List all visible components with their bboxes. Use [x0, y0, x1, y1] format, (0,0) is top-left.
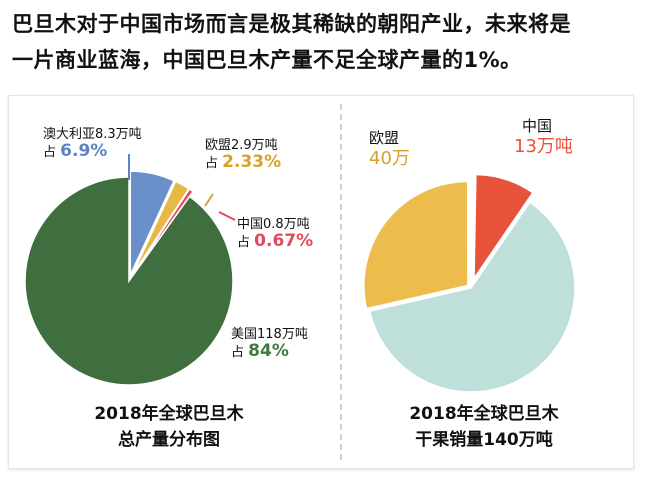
- label-australia: 澳大利亚8.3万吨 占 6.9%: [43, 126, 142, 161]
- label-eu: 欧盟2.9万吨 占 2.33%: [205, 137, 281, 172]
- slice-china-sales: [473, 173, 534, 281]
- right-caption-line-2: 干果销量140万吨: [415, 430, 553, 450]
- label-china-sales-value: 13万吨: [514, 136, 573, 157]
- headline-line-1: 巴旦木对于中国市场而言是极其稀缺的朝阳产业，未来将是: [12, 12, 571, 36]
- chart-panel: 澳大利亚8.3万吨 占 6.9% 欧盟2.9万吨 占 2.33% 中国0.8万吨…: [8, 95, 634, 469]
- left-caption-line-1: 2018年全球巴旦木: [94, 404, 244, 424]
- label-eu-sales-name: 欧盟: [369, 129, 400, 147]
- label-australia-name: 澳大利亚8.3万吨: [43, 127, 142, 142]
- label-china-name: 中国0.8万吨: [237, 217, 310, 232]
- panel-divider: [340, 104, 342, 460]
- label-australia-prefix: 占: [43, 145, 57, 160]
- headline: 巴旦木对于中国市场而言是极其稀缺的朝阳产业，未来将是 一片商业蓝海，中国巴旦木产…: [12, 6, 642, 78]
- left-caption-line-2: 总产量分布图: [118, 430, 220, 450]
- label-usa-pct: 84%: [248, 341, 289, 361]
- right-caption-line-1: 2018年全球巴旦木: [409, 404, 559, 424]
- label-china: 中国0.8万吨 占 0.67%: [237, 216, 313, 251]
- label-eu-name: 欧盟2.9万吨: [205, 138, 278, 153]
- slice-usa: [24, 176, 234, 386]
- label-usa-name: 美国118万吨: [231, 327, 308, 342]
- label-eu-sales: 欧盟 40万: [369, 130, 410, 171]
- label-china-sales-name: 中国: [522, 117, 553, 135]
- label-eu-pct: 2.33%: [222, 152, 282, 172]
- label-china-sales: 中国 13万吨: [514, 118, 573, 159]
- label-australia-pct: 6.9%: [60, 141, 108, 161]
- label-china-prefix: 占: [237, 235, 251, 250]
- headline-line-2: 一片商业蓝海，中国巴旦木产量不足全球产量的1%。: [12, 48, 522, 72]
- pie-charts-svg: [24, 154, 576, 393]
- label-eu-prefix: 占: [205, 156, 219, 171]
- leader-china: [218, 211, 236, 221]
- leader-eu: [204, 193, 214, 207]
- right-chart-caption: 2018年全球巴旦木 干果销量140万吨: [369, 401, 599, 453]
- label-usa-prefix: 占: [231, 345, 245, 360]
- slice-australia: [129, 170, 175, 276]
- label-usa: 美国118万吨 占 84%: [231, 326, 308, 361]
- slice-rest-sales: [368, 201, 576, 393]
- label-china-pct: 0.67%: [254, 231, 314, 251]
- left-chart-caption: 2018年全球巴旦木 总产量分布图: [49, 401, 289, 453]
- slice-eu-sales: [363, 180, 469, 310]
- label-eu-sales-value: 40万: [369, 148, 410, 169]
